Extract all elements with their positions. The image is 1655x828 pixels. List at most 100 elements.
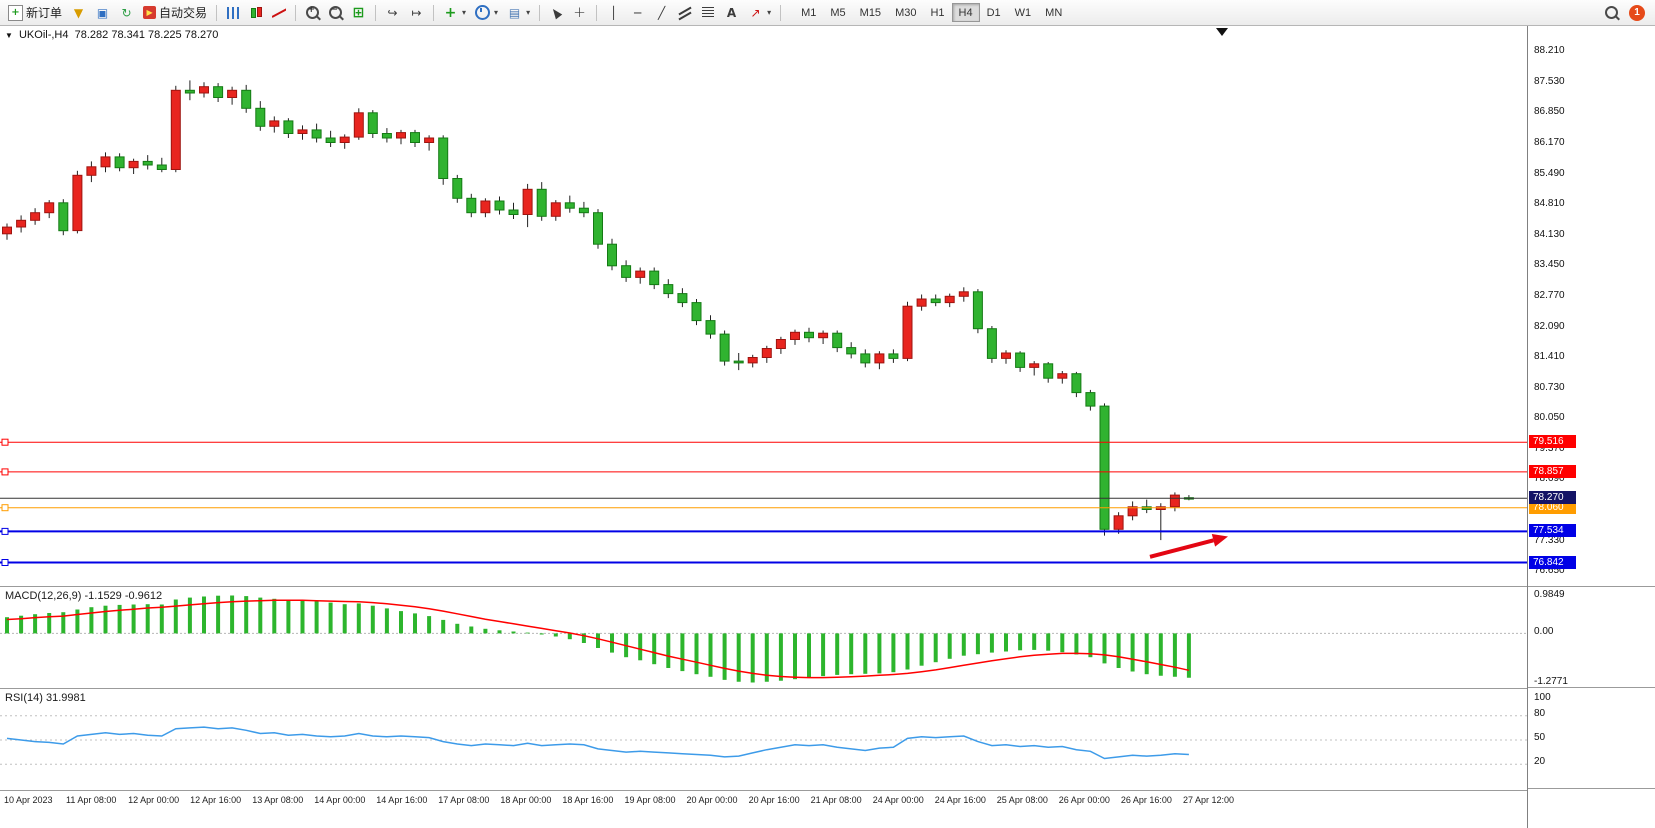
- panel-separator: [1528, 586, 1655, 587]
- refresh-button[interactable]: ↻: [115, 2, 138, 23]
- macd-tick: -1.2771: [1534, 675, 1568, 687]
- monitor-button[interactable]: ▣: [91, 2, 114, 23]
- collapse-arrow-icon[interactable]: ▼: [5, 31, 13, 40]
- price-tick: 84.130: [1534, 228, 1565, 240]
- time-label: 13 Apr 08:00: [252, 795, 304, 805]
- crosshair-icon: +: [573, 3, 586, 21]
- time-label: 26 Apr 16:00: [1120, 795, 1172, 805]
- channel-button[interactable]: [674, 2, 696, 23]
- tile-windows-button[interactable]: ⊞: [347, 2, 370, 23]
- timeframe-M1[interactable]: M1: [794, 3, 823, 22]
- time-label: 18 Apr 16:00: [562, 795, 614, 805]
- toolbar-separator: [780, 4, 782, 21]
- macd-canvas[interactable]: [0, 588, 1527, 688]
- panel-separator: [1528, 687, 1655, 688]
- toolbar-separator: [375, 4, 377, 21]
- rsi-panel[interactable]: RSI(14) 31.9981: [0, 688, 1527, 790]
- monitor-icon: ▣: [96, 5, 109, 20]
- macd-tick: 0.00: [1534, 626, 1554, 638]
- zoom-out-button[interactable]: [324, 2, 346, 23]
- vertical-line-button[interactable]: │: [602, 2, 625, 23]
- price-chart-canvas[interactable]: [0, 26, 1527, 586]
- zoom-in-button[interactable]: [301, 2, 323, 23]
- price-tick: 86.170: [1534, 136, 1565, 148]
- hline-77.534[interactable]: [0, 527, 1527, 535]
- annotation-arrow[interactable]: [1149, 534, 1228, 559]
- crosshair-button[interactable]: +: [568, 2, 591, 23]
- rsi-canvas[interactable]: [0, 690, 1527, 790]
- cursor-button[interactable]: [545, 2, 567, 23]
- price-axis[interactable]: 88.210 87.530 86.850 86.170 85.490 84.810 84.1…: [1527, 26, 1655, 828]
- line-chart-icon: [272, 6, 286, 19]
- auto-scroll-button[interactable]: ↪: [381, 2, 404, 23]
- time-label: 14 Apr 00:00: [314, 795, 366, 805]
- timeframe-H4[interactable]: H4: [951, 3, 980, 22]
- price-tick: 84.810: [1534, 198, 1565, 210]
- trendline-icon: ╱: [657, 5, 666, 20]
- timeframe-W1[interactable]: W1: [1008, 3, 1039, 22]
- price-chart-panel[interactable]: ▼ UKOil-,H4 78.282 78.341 78.225 78.270: [0, 26, 1527, 586]
- price-tick: 88.210: [1534, 45, 1565, 57]
- rsi-value: 31.9981: [45, 692, 86, 704]
- templates-icon: ▤: [508, 5, 521, 20]
- timeframe-D1[interactable]: D1: [980, 3, 1008, 22]
- search-button[interactable]: [1600, 2, 1622, 23]
- toolbar-separator: [596, 4, 598, 21]
- trendline-button[interactable]: ╱: [650, 2, 673, 23]
- hline-79.516[interactable]: [0, 438, 1527, 446]
- time-label: 11 Apr 08:00: [66, 795, 117, 805]
- caret-down-icon: ▾: [767, 8, 772, 17]
- new-order-icon: +: [8, 4, 23, 21]
- candlestick-chart-button[interactable]: [245, 2, 267, 23]
- hline-78.857[interactable]: [0, 468, 1527, 476]
- timeframe-M15[interactable]: M15: [853, 3, 888, 22]
- price-tick: 86.850: [1534, 106, 1565, 118]
- fibonacci-button[interactable]: [697, 2, 719, 23]
- price-tick: 80.050: [1534, 412, 1565, 424]
- chart-shift-marker[interactable]: [1216, 28, 1228, 36]
- time-label: 19 Apr 08:00: [624, 795, 676, 805]
- rsi-line: [6, 726, 1189, 760]
- chart-shift-button[interactable]: ↦: [405, 2, 428, 23]
- macd-histogram: [5, 595, 1191, 683]
- channel-icon: [679, 6, 692, 19]
- macd-panel[interactable]: MACD(12,26,9) -1.1529 -0.9612: [0, 586, 1527, 688]
- toolbar-separator: [216, 4, 218, 21]
- hline-76.842[interactable]: [0, 559, 1527, 566]
- autotrading-button[interactable]: ▶ 自动交易: [139, 2, 211, 23]
- price-tick: 82.770: [1534, 289, 1565, 301]
- time-label: 10 Apr 2023: [4, 795, 53, 805]
- price-tick: 76.650: [1534, 565, 1565, 577]
- periods-button[interactable]: ▾: [471, 2, 502, 23]
- caret-down-icon: ▾: [494, 8, 499, 17]
- text-tool-button[interactable]: A: [720, 2, 743, 23]
- macd-signal-line: [6, 599, 1190, 679]
- indicators-icon: +: [444, 4, 457, 21]
- rsi-tick: 100: [1534, 691, 1551, 703]
- hline-78.060[interactable]: [0, 504, 1527, 512]
- templates-button[interactable]: ▤ ▾: [503, 2, 534, 23]
- funnel-button[interactable]: ▼: [67, 2, 90, 23]
- chart-shift-icon: ↦: [411, 5, 422, 20]
- rsi-label: RSI(14) 31.9981: [5, 692, 86, 704]
- indicators-button[interactable]: + ▾: [439, 2, 470, 23]
- timeframe-H1[interactable]: H1: [923, 3, 951, 22]
- macd-label: MACD(12,26,9) -1.1529 -0.9612: [5, 590, 163, 602]
- line-chart-button[interactable]: [268, 2, 290, 23]
- search-icon: [1604, 6, 1618, 19]
- new-order-button[interactable]: + 新订单: [4, 2, 66, 23]
- timeframe-M5[interactable]: M5: [823, 3, 852, 22]
- timeframe-MN[interactable]: MN: [1038, 3, 1069, 22]
- time-axis[interactable]: 10 Apr 2023 11 Apr 08:00 12 Apr 00:00 12 Ap…: [0, 790, 1527, 811]
- time-label: 27 Apr 12:00: [1183, 795, 1235, 805]
- refresh-icon: ↻: [121, 5, 132, 20]
- bar-chart-button[interactable]: [222, 2, 244, 23]
- rsi-tick: 20: [1534, 756, 1546, 768]
- horizontal-line-button[interactable]: ─: [626, 2, 649, 23]
- arrows-tool-button[interactable]: ↗ ▾: [744, 2, 775, 23]
- timeframe-M30[interactable]: M30: [888, 3, 923, 22]
- price-tick: 80.730: [1534, 381, 1565, 393]
- notification-badge[interactable]: 1: [1629, 4, 1645, 21]
- tile-windows-icon: ⊞: [352, 4, 365, 21]
- rsi-tick: 50: [1534, 732, 1546, 743]
